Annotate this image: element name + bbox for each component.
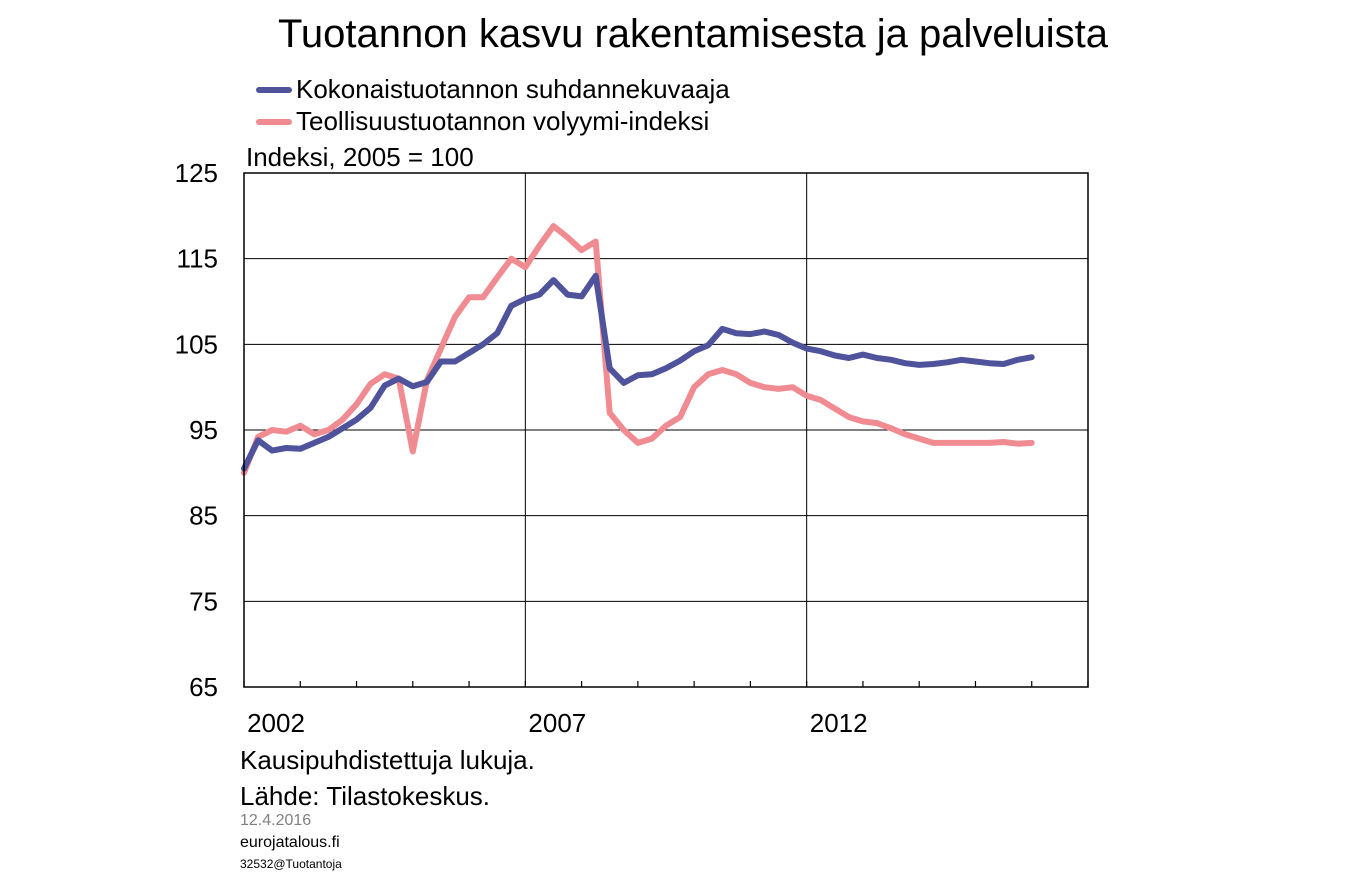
y-tick-label-65: 65: [189, 672, 218, 702]
series-line-teollisuustuotanto: [241, 223, 1035, 476]
axis-ticks: [243, 681, 1089, 687]
y-tick-labels: 65 75 85 95 105 115 125: [175, 158, 218, 702]
site-link[interactable]: eurojatalous.fi: [240, 834, 340, 851]
y-tick-label-115: 115: [177, 244, 218, 274]
legend-entry-kokonaistuotanto: Kokonaistuotannon suhdannekuvaaja: [256, 74, 730, 105]
x-tick-label-2012: 2012: [810, 708, 868, 738]
series-layer: [241, 223, 1035, 476]
y-tick-label-95: 95: [189, 415, 218, 445]
legend-swatch-kokonaistuotanto: [256, 86, 292, 93]
legend-label-teollisuustuotanto: Teollisuustuotannon volyymi-indeksi: [296, 106, 710, 136]
x-tick-label-2007: 2007: [528, 708, 586, 738]
chart-title: Tuotannon kasvu rakentamisesta ja palvel…: [277, 12, 1109, 56]
chart-code: 32532@Tuotantoja: [240, 857, 342, 871]
grid-lines: [244, 173, 1088, 687]
y-tick-label-105: 105: [175, 329, 218, 359]
x-tick-labels: 2002 2007 2012: [247, 708, 868, 738]
legend-entry-teollisuustuotanto: Teollisuustuotannon volyymi-indeksi: [256, 106, 709, 137]
y-tick-label-125: 125: [175, 158, 218, 188]
y-axis-label: Indeksi, 2005 = 100: [246, 142, 474, 172]
footnote-seasonal: Kausipuhdistettuja lukuja.: [240, 745, 535, 775]
y-tick-label-75: 75: [189, 586, 218, 616]
plot-frame: [243, 172, 1089, 688]
x-tick-label-2002: 2002: [247, 708, 305, 738]
legend-label-kokonaistuotanto: Kokonaistuotannon suhdannekuvaaja: [296, 74, 730, 104]
y-tick-label-85: 85: [189, 501, 218, 531]
legend-swatch-teollisuustuotanto: [256, 118, 292, 125]
series-line-kokonaistuotanto: [241, 272, 1035, 472]
publish-date: 12.4.2016: [240, 812, 312, 829]
footnote-source: Lähde: Tilastokeskus.: [240, 781, 491, 811]
